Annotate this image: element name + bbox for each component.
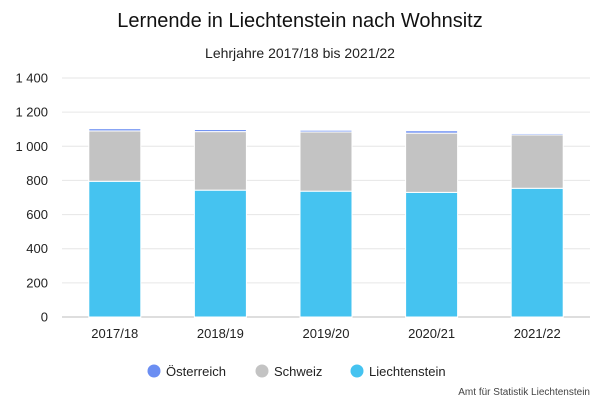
bars	[88, 128, 564, 318]
legend-marker	[147, 364, 161, 378]
bar-segment--sterreich[interactable]	[193, 129, 247, 133]
legend-label: Österreich	[166, 364, 226, 379]
bar-segment-liechtenstein[interactable]	[510, 187, 564, 318]
legend-label: Liechtenstein	[369, 364, 446, 379]
bar-segment-schweiz[interactable]	[88, 130, 142, 182]
bar-segment-liechtenstein[interactable]	[88, 180, 142, 318]
bar-segment-liechtenstein[interactable]	[299, 190, 353, 318]
x-tick-label: 2018/19	[197, 326, 244, 341]
y-tick-label: 1 200	[15, 105, 48, 120]
bar-segment-schweiz[interactable]	[405, 132, 459, 193]
legend-item[interactable]: Schweiz	[255, 364, 323, 379]
y-tick-label: 0	[41, 310, 48, 325]
bar-segment-schweiz[interactable]	[510, 134, 564, 189]
y-tick-label: 400	[26, 241, 48, 256]
bar-segment--sterreich[interactable]	[299, 129, 353, 133]
y-tick-label: 600	[26, 207, 48, 222]
x-tick-label: 2020/21	[408, 326, 455, 341]
y-tick-label: 800	[26, 173, 48, 188]
chart-subtitle: Lehrjahre 2017/18 bis 2021/22	[205, 45, 395, 61]
y-tick-label: 1 400	[15, 71, 48, 86]
y-axis: 0 200 400 600 800 1 000 1 200 1 400	[15, 71, 48, 325]
bar-segment--sterreich[interactable]	[510, 132, 564, 136]
bar-segment-liechtenstein[interactable]	[193, 189, 247, 318]
legend-label: Schweiz	[274, 364, 322, 379]
legend-marker	[350, 364, 364, 378]
legend-marker	[255, 364, 269, 378]
chart-title: Lernende in Liechtenstein nach Wohnsitz	[117, 10, 482, 32]
bar-segment--sterreich[interactable]	[405, 130, 459, 134]
legend-item[interactable]: Liechtenstein	[350, 364, 446, 379]
bar-segment--sterreich[interactable]	[88, 128, 142, 132]
bar-segment-liechtenstein[interactable]	[405, 191, 459, 318]
bar-segment-schweiz[interactable]	[193, 131, 247, 191]
x-axis: 2017/18 2018/19 2019/20 2020/21 2021/22	[91, 326, 560, 341]
source-credit: Amt für Statistik Liechtenstein	[458, 387, 590, 398]
x-tick-label: 2021/22	[514, 326, 561, 341]
legend-item[interactable]: Österreich	[147, 364, 226, 379]
y-tick-label: 200	[26, 275, 48, 290]
x-tick-label: 2017/18	[91, 326, 138, 341]
y-tick-label: 1 000	[15, 139, 48, 154]
bar-segment-schweiz[interactable]	[299, 131, 353, 192]
x-tick-label: 2019/20	[303, 326, 350, 341]
legend: Österreich Schweiz Liechtenstein	[147, 364, 446, 379]
